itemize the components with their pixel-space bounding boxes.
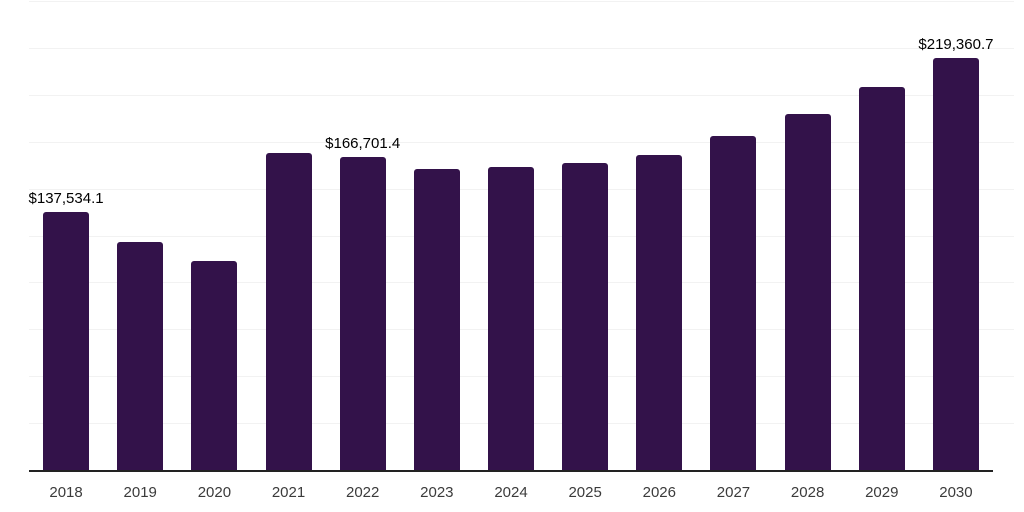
bar-2023[interactable]: [413, 169, 460, 471]
bar-2028[interactable]: [784, 113, 831, 471]
x-tick-label-2027: 2027: [716, 484, 751, 501]
x-tick-label-2018: 2018: [49, 484, 83, 501]
x-tick-label-2024: 2024: [494, 484, 528, 501]
bar-2018[interactable]: [43, 211, 90, 471]
bar-2024[interactable]: [488, 167, 534, 471]
bar-value-label-2030: $219,360.7: [918, 36, 994, 54]
x-tick-label-2022: 2022: [346, 484, 380, 501]
x-tick-label-2021: 2021: [271, 484, 306, 501]
bar-2020[interactable]: [191, 261, 238, 471]
x-tick-label-2026: 2026: [642, 484, 676, 501]
x-tick-label-2020: 2020: [197, 484, 232, 501]
x-axis-line: [29, 470, 993, 472]
x-tick-label-2030: 2030: [939, 484, 973, 501]
bar-value-label-2022: $166,701.4: [325, 135, 401, 153]
x-tick-label-2029: 2029: [865, 484, 899, 501]
x-tick-label-2019: 2019: [123, 484, 157, 501]
bar-2027[interactable]: [710, 136, 757, 471]
bar-2029[interactable]: [858, 86, 905, 471]
bar-2026[interactable]: [636, 155, 683, 471]
x-tick-label-2028: 2028: [790, 484, 825, 501]
bar-2019[interactable]: [117, 242, 164, 471]
bar-2022[interactable]: [339, 157, 386, 471]
bar-value-label-2018: $137,534.1: [28, 189, 104, 207]
bar-2030[interactable]: [932, 58, 979, 471]
bar-2021[interactable]: [265, 152, 312, 471]
x-tick-label-2023: 2023: [420, 484, 454, 501]
x-tick-label-2025: 2025: [568, 484, 602, 501]
bar-2025[interactable]: [562, 163, 609, 471]
gridline: [29, 47, 1014, 49]
gridline: [29, 1, 1014, 2]
